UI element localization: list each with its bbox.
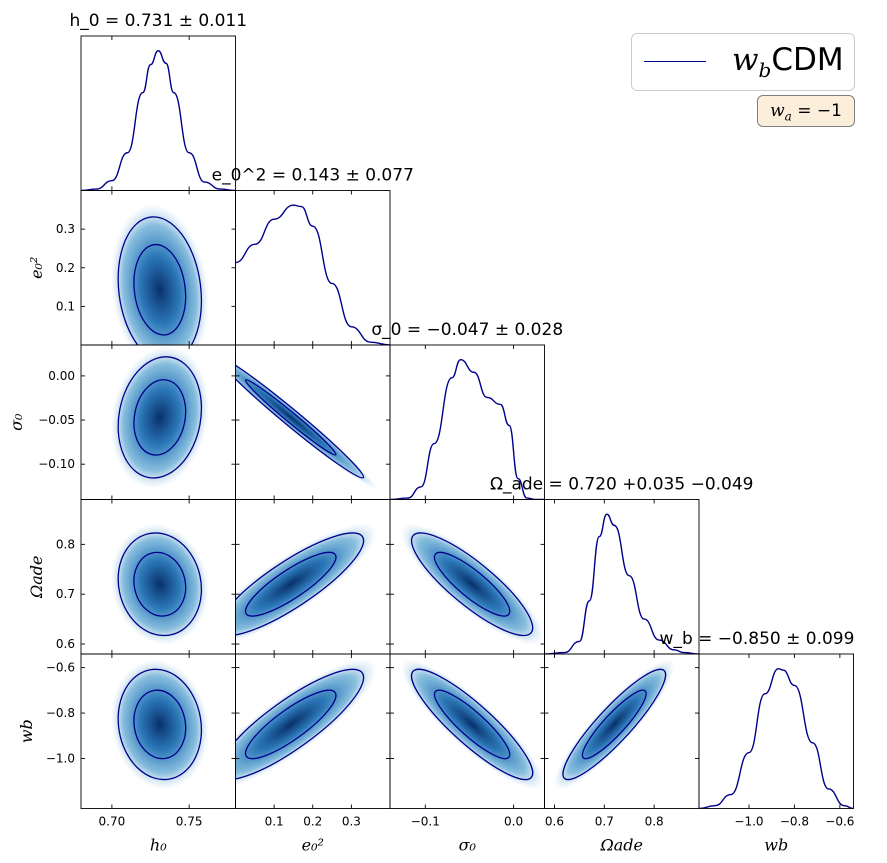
contour-1sigma	[133, 243, 187, 336]
panel-wb-e02	[235, 659, 377, 790]
x-axis-label-wb: wb	[764, 836, 788, 855]
y-tick-label: 0.2	[56, 261, 75, 275]
y-tick-label: −0.6	[46, 661, 75, 675]
contour-2sigma	[117, 356, 203, 479]
x-tick-label: 0.1	[265, 815, 284, 829]
density-fill	[110, 345, 210, 490]
contour-2sigma	[235, 532, 365, 637]
marginal-curve-e02	[235, 204, 390, 345]
y-tick-label: 0.7	[56, 587, 75, 601]
title-omega-ade: Ω_ade = 0.720 +0.035 −0.049	[490, 475, 754, 495]
contour-2sigma	[117, 668, 203, 781]
x-tick-label: 0.8	[645, 815, 664, 829]
density-fill	[400, 523, 544, 645]
y-axis-label-sigma0: σ₀	[7, 413, 26, 431]
density-fill	[110, 659, 210, 790]
x-tick-label: −0.6	[825, 815, 854, 829]
panel-e02-h0	[110, 203, 210, 345]
x-tick-label: −0.1	[411, 815, 440, 829]
contour-1sigma	[433, 551, 511, 617]
y-tick-label: 0.6	[56, 637, 75, 651]
x-axis-label-h0: h₀	[150, 836, 167, 855]
contour-1sigma	[244, 689, 337, 760]
marginal-curve-omega_ade	[544, 513, 699, 654]
contour-1sigma	[244, 551, 337, 617]
contour-2sigma	[235, 356, 365, 479]
panel-omega_ade-omega_ade	[544, 513, 699, 654]
contour-2sigma	[235, 668, 365, 781]
contour-1sigma	[581, 689, 647, 760]
title-wb: w_b = −0.850 ± 0.099	[660, 629, 855, 649]
x-tick-label: 0.7	[595, 815, 614, 829]
panel-wb-h0	[110, 659, 210, 790]
y-axis-label-omega-ade: Ωade	[27, 555, 46, 599]
marginal-curve-wb	[699, 667, 854, 809]
x-tick-label: 0.0	[504, 815, 523, 829]
density-fill	[235, 659, 377, 790]
marginal-curve-h0	[81, 49, 236, 191]
x-tick-label: −0.8	[780, 815, 809, 829]
contour-2sigma	[410, 668, 534, 781]
x-tick-label: 0.2	[303, 815, 322, 829]
panel-omega_ade-h0	[110, 523, 210, 645]
x-axis-label-omega-ade: Ωade	[599, 836, 643, 855]
panel-frame	[698, 653, 854, 809]
panel-wb-sigma0	[400, 659, 544, 790]
panel-wb-omega_ade	[553, 659, 675, 790]
legend-line-swatch	[644, 61, 706, 62]
x-tick-label: 0.3	[342, 815, 361, 829]
contour-2sigma	[117, 532, 203, 637]
contour-1sigma	[133, 379, 187, 456]
x-axis-label-e02: e₀²	[302, 836, 324, 855]
y-tick-label: 0.3	[56, 222, 75, 236]
panel-sigma0-e02	[235, 345, 377, 490]
contour-1sigma	[244, 379, 337, 456]
panel-e02-e02	[235, 204, 390, 345]
contour-2sigma	[410, 532, 534, 637]
density-fill	[110, 523, 210, 645]
legend: wbCDM	[631, 33, 855, 91]
y-axis-label-wb: wb	[17, 719, 36, 743]
wa-note: wa = −1	[757, 95, 855, 127]
panel-wb-wb	[699, 667, 854, 809]
panel-omega_ade-e02	[235, 523, 377, 645]
y-tick-label: 0.8	[56, 537, 75, 551]
x-tick-label: −1.0	[734, 815, 763, 829]
x-tick-label: 0.75	[176, 815, 203, 829]
title-e02: e_0^2 = 0.143 ± 0.077	[212, 166, 414, 186]
density-fill	[553, 659, 675, 790]
x-tick-label: 0.70	[99, 815, 126, 829]
marginal-curve-sigma0	[390, 358, 545, 500]
title-h0: h_0 = 0.731 ± 0.011	[69, 11, 247, 31]
y-tick-label: −1.0	[46, 752, 75, 766]
contour-1sigma	[433, 689, 511, 760]
contour-1sigma	[133, 551, 187, 617]
y-axis-label-e02: e₀²	[27, 257, 46, 279]
x-tick-label: 0.6	[545, 815, 564, 829]
panel-sigma0-h0	[110, 345, 210, 490]
panel-omega_ade-sigma0	[400, 523, 544, 645]
panel-h0-h0	[81, 49, 236, 191]
title-sigma0: σ_0 = −0.047 ± 0.028	[371, 320, 563, 340]
density-fill	[235, 523, 377, 645]
density-fill	[110, 203, 210, 345]
y-tick-label: 0.1	[56, 299, 75, 313]
legend-label: wbCDM	[732, 42, 844, 83]
panel-sigma0-sigma0	[390, 358, 545, 500]
contour-2sigma	[562, 668, 667, 781]
x-axis-label-sigma0: σ₀	[459, 836, 477, 855]
contour-1sigma	[133, 689, 187, 760]
y-tick-label: −0.8	[46, 706, 75, 720]
panel-frame	[235, 190, 391, 346]
y-tick-label: −0.05	[38, 413, 75, 427]
contour-2sigma	[117, 216, 203, 345]
density-fill	[235, 345, 377, 490]
y-tick-label: −0.10	[38, 457, 75, 471]
density-fill	[400, 659, 544, 790]
y-tick-label: 0.00	[48, 369, 75, 383]
